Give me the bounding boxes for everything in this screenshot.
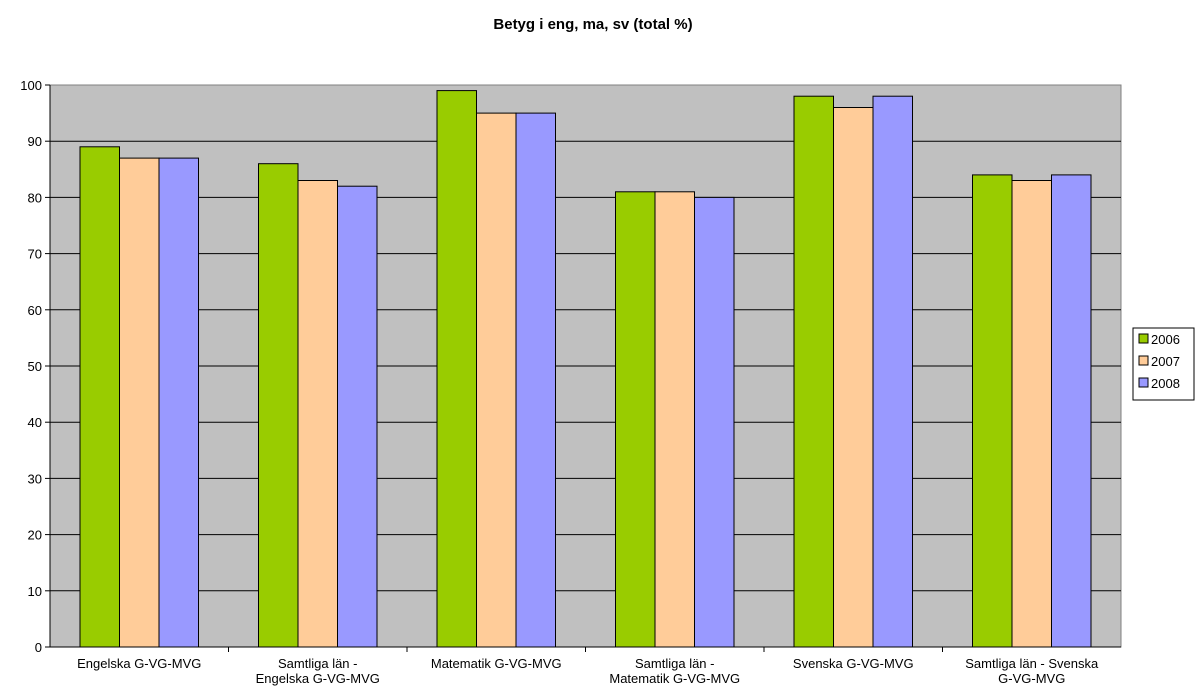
y-tick-label: 50 <box>28 359 42 374</box>
y-tick-label: 0 <box>35 640 42 655</box>
bar-2007 <box>833 107 874 648</box>
x-tick-label: Samtliga län -Engelska G-VG-MVG <box>256 656 380 686</box>
x-tick-label-line: Engelska G-VG-MVG <box>77 656 201 671</box>
x-tick-label: Engelska G-VG-MVG <box>77 656 201 671</box>
y-tick-label: 20 <box>28 528 42 543</box>
bar-2007 <box>476 112 517 648</box>
y-axis: 0 10 20 30 40 50 60 70 80 90 100 <box>20 78 51 655</box>
bar-2007 <box>297 180 338 648</box>
x-tick-label-line: Samtliga län - <box>635 656 714 671</box>
x-tick-label-line: Samtliga län - <box>278 656 357 671</box>
y-tick-label: 40 <box>28 415 42 430</box>
bar-2006 <box>972 174 1013 648</box>
gridlines <box>50 140 1121 592</box>
legend-label: 2006 <box>1151 332 1180 347</box>
x-tick-label-line: Matematik G-VG-MVG <box>609 671 740 686</box>
bar-2008 <box>337 185 378 648</box>
legend-label: 2007 <box>1151 354 1180 369</box>
bar-2008 <box>515 112 556 648</box>
bar-2007 <box>654 191 695 648</box>
x-tick-label: Samtliga län - Svenska G-VG-MVG <box>965 656 1099 686</box>
bar-2006 <box>793 95 834 648</box>
x-tick-label-line: G-VG-MVG <box>998 671 1065 686</box>
bar-2006 <box>79 146 120 648</box>
bar-2008 <box>158 157 199 648</box>
bar-2008 <box>694 196 735 648</box>
x-tick-label: Samtliga län -Matematik G-VG-MVG <box>609 656 740 686</box>
bar-2007 <box>1011 180 1052 648</box>
legend: 2006 2007 2008 <box>1132 327 1195 401</box>
x-axis: Engelska G-VG-MVG Samtliga län -Engelska … <box>50 646 1121 686</box>
y-tick-label: 100 <box>20 78 42 93</box>
legend-swatch <box>1138 333 1149 344</box>
bar-2008 <box>1051 174 1092 648</box>
y-tick-label: 30 <box>28 471 42 486</box>
legend-label: 2008 <box>1151 376 1180 391</box>
x-tick-label-line: Samtliga län - Svenska <box>965 656 1099 671</box>
y-tick-label: 90 <box>28 134 42 149</box>
bar-2006 <box>258 163 299 648</box>
y-tick-label: 70 <box>28 247 42 262</box>
x-tick-label-line: Svenska G-VG-MVG <box>793 656 914 671</box>
y-tick-label: 60 <box>28 303 42 318</box>
legend-swatch <box>1138 377 1149 388</box>
x-tick-label-line: Engelska G-VG-MVG <box>256 671 380 686</box>
x-tick-label: Svenska G-VG-MVG <box>793 656 914 671</box>
legend-swatch <box>1138 355 1149 366</box>
y-tick-label: 80 <box>28 190 42 205</box>
chart-title: Betyg i eng, ma, sv (total %) <box>493 16 692 33</box>
x-tick-label: Matematik G-VG-MVG <box>431 656 562 671</box>
x-tick-label-line: Matematik G-VG-MVG <box>431 656 562 671</box>
y-tick-label: 10 <box>28 584 42 599</box>
bar-2006 <box>615 191 656 648</box>
bars <box>79 90 1092 648</box>
bar-2008 <box>872 95 913 648</box>
bar-2006 <box>436 90 477 648</box>
bar-2007 <box>119 157 160 648</box>
